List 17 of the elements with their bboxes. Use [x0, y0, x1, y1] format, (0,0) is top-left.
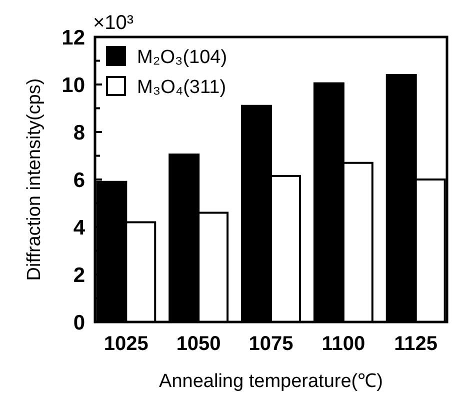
y-tick-label: 4 — [73, 216, 86, 240]
y-tick-label: 2 — [73, 264, 85, 287]
y-tick-label: 12 — [62, 26, 85, 50]
legend-label: M₂O₃(104) — [137, 47, 228, 68]
x-tick-label: 1125 — [394, 333, 438, 355]
y-axis-title: Diffraction intensity(cps) — [24, 78, 45, 281]
y-tick-label: 10 — [62, 74, 85, 97]
x-tick-label: 1025 — [104, 333, 148, 355]
text: ×10³ — [93, 12, 134, 34]
x-tick-label: 1050 — [176, 333, 221, 355]
x-tick-label: 1100 — [322, 333, 366, 355]
x-axis-title: Annealing temperature(℃) — [159, 371, 383, 392]
y-tick-label: 8 — [73, 121, 86, 144]
legend-label: M₃O₄(311) — [137, 77, 226, 98]
y-tick-label: 6 — [73, 168, 85, 192]
y-tick-label: 0 — [73, 311, 85, 334]
x-tick-label: 1075 — [248, 333, 294, 355]
